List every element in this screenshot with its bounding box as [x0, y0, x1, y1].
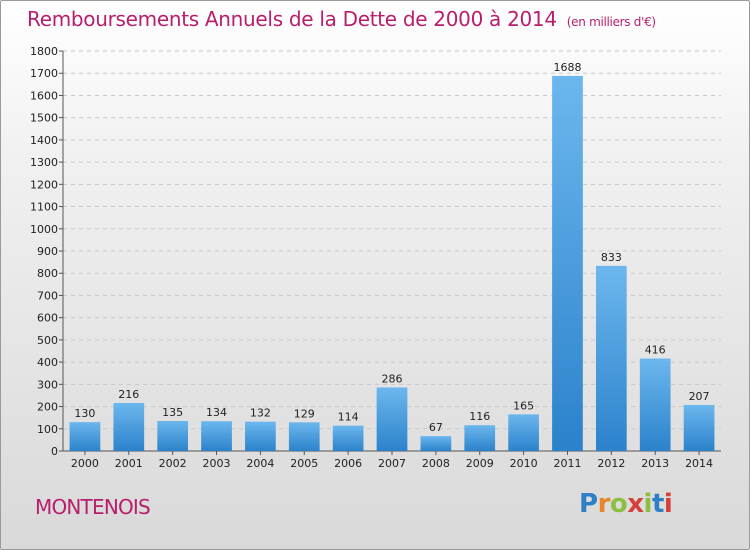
- bar-value-label: 833: [601, 251, 622, 264]
- logo-letter: i: [643, 489, 653, 519]
- x-tick-label: 2009: [466, 457, 494, 470]
- x-tick-label: 2011: [553, 457, 581, 470]
- y-tick-label: 1800: [30, 45, 58, 58]
- bar: [376, 387, 408, 451]
- y-tick-label: 1400: [30, 134, 58, 147]
- y-tick-label: 300: [37, 378, 58, 391]
- bar: [420, 436, 452, 451]
- x-tick-label: 2000: [71, 457, 99, 470]
- logo-letter: P: [579, 489, 598, 519]
- x-tick-label: 2001: [115, 457, 143, 470]
- x-tick-label: 2005: [290, 457, 318, 470]
- bar: [464, 425, 496, 451]
- title-text: Remboursements Annuels de la Dette de 20…: [27, 7, 557, 31]
- bar-value-label: 114: [338, 411, 359, 424]
- bars: [69, 75, 715, 451]
- x-tick-label: 2010: [510, 457, 538, 470]
- bar-value-labels: 130 216 135 134 132 129 114 286 67 116 165 1688 833 4…: [74, 61, 709, 434]
- bar-value-label: 286: [382, 372, 403, 385]
- bar: [201, 421, 232, 451]
- y-tick-label: 1500: [30, 112, 58, 125]
- bar: [113, 403, 145, 451]
- bar: [157, 421, 189, 451]
- x-axis-ticks: 2000 2001 2002 2003 2004 2005 2006 2007 2008 2009…: [71, 457, 713, 470]
- y-tick-label: 1100: [30, 201, 58, 214]
- y-tick-label: 500: [37, 334, 58, 347]
- bar-value-label: 165: [513, 399, 534, 412]
- bar-value-label: 416: [645, 344, 666, 357]
- bar-value-label: 129: [294, 407, 315, 420]
- bar: [69, 422, 101, 451]
- logo-letter: o: [609, 489, 628, 519]
- bar-value-label: 132: [250, 407, 271, 420]
- bar: [595, 265, 627, 451]
- proxiti-logo: Proxiti: [579, 489, 673, 519]
- bar-value-label: 67: [429, 421, 443, 434]
- y-tick-label: 0: [51, 445, 58, 458]
- bar: [508, 414, 539, 451]
- logo-letter: r: [597, 489, 611, 519]
- y-tick-label: 1300: [30, 156, 58, 169]
- y-tick-label: 400: [37, 356, 58, 369]
- x-tick-label: 2008: [422, 457, 450, 470]
- chart-subtitle: (en milliers d'€): [566, 15, 656, 29]
- bar: [245, 421, 276, 451]
- logo-letter: t: [651, 489, 664, 519]
- y-tick-label: 200: [37, 401, 58, 414]
- y-axis-ticks: 0 100 200 300 400 500 600 700 800 900 1000 1100 1200…: [30, 45, 58, 458]
- bar-value-label: 216: [118, 388, 139, 401]
- y-tick-label: 1200: [30, 178, 58, 191]
- bar-value-label: 134: [206, 406, 227, 419]
- x-tick-label: 2003: [203, 457, 231, 470]
- y-tick-label: 800: [37, 267, 58, 280]
- chart-title: Remboursements Annuels de la Dette de 20…: [27, 7, 656, 31]
- y-tick-label: 700: [37, 289, 58, 302]
- x-tick-label: 2007: [378, 457, 406, 470]
- logo-letter: x: [627, 489, 644, 519]
- commune-name: MONTENOIS: [35, 495, 151, 519]
- bar-value-label: 207: [689, 390, 710, 403]
- y-tick-label: 600: [37, 312, 58, 325]
- logo-letter: i: [663, 489, 673, 519]
- bar-value-label: 130: [74, 407, 95, 420]
- y-tick-label: 100: [37, 423, 58, 436]
- bar-value-label: 1688: [553, 61, 581, 74]
- bar: [332, 425, 364, 451]
- bar: [683, 405, 715, 451]
- y-tick-label: 1600: [30, 89, 58, 102]
- x-tick-label: 2013: [641, 457, 669, 470]
- y-tick-label: 900: [37, 245, 58, 258]
- bar-value-label: 135: [162, 406, 183, 419]
- bar: [288, 422, 320, 451]
- bar: [639, 358, 671, 451]
- x-tick-label: 2014: [685, 457, 713, 470]
- bar-value-label: 116: [469, 410, 490, 423]
- x-tick-label: 2004: [246, 457, 274, 470]
- x-tick-label: 2012: [597, 457, 625, 470]
- y-tick-label: 1000: [30, 223, 58, 236]
- y-tick-label: 1700: [30, 67, 58, 80]
- bar: [552, 75, 583, 451]
- x-tick-label: 2002: [159, 457, 187, 470]
- x-tick-label: 2006: [334, 457, 362, 470]
